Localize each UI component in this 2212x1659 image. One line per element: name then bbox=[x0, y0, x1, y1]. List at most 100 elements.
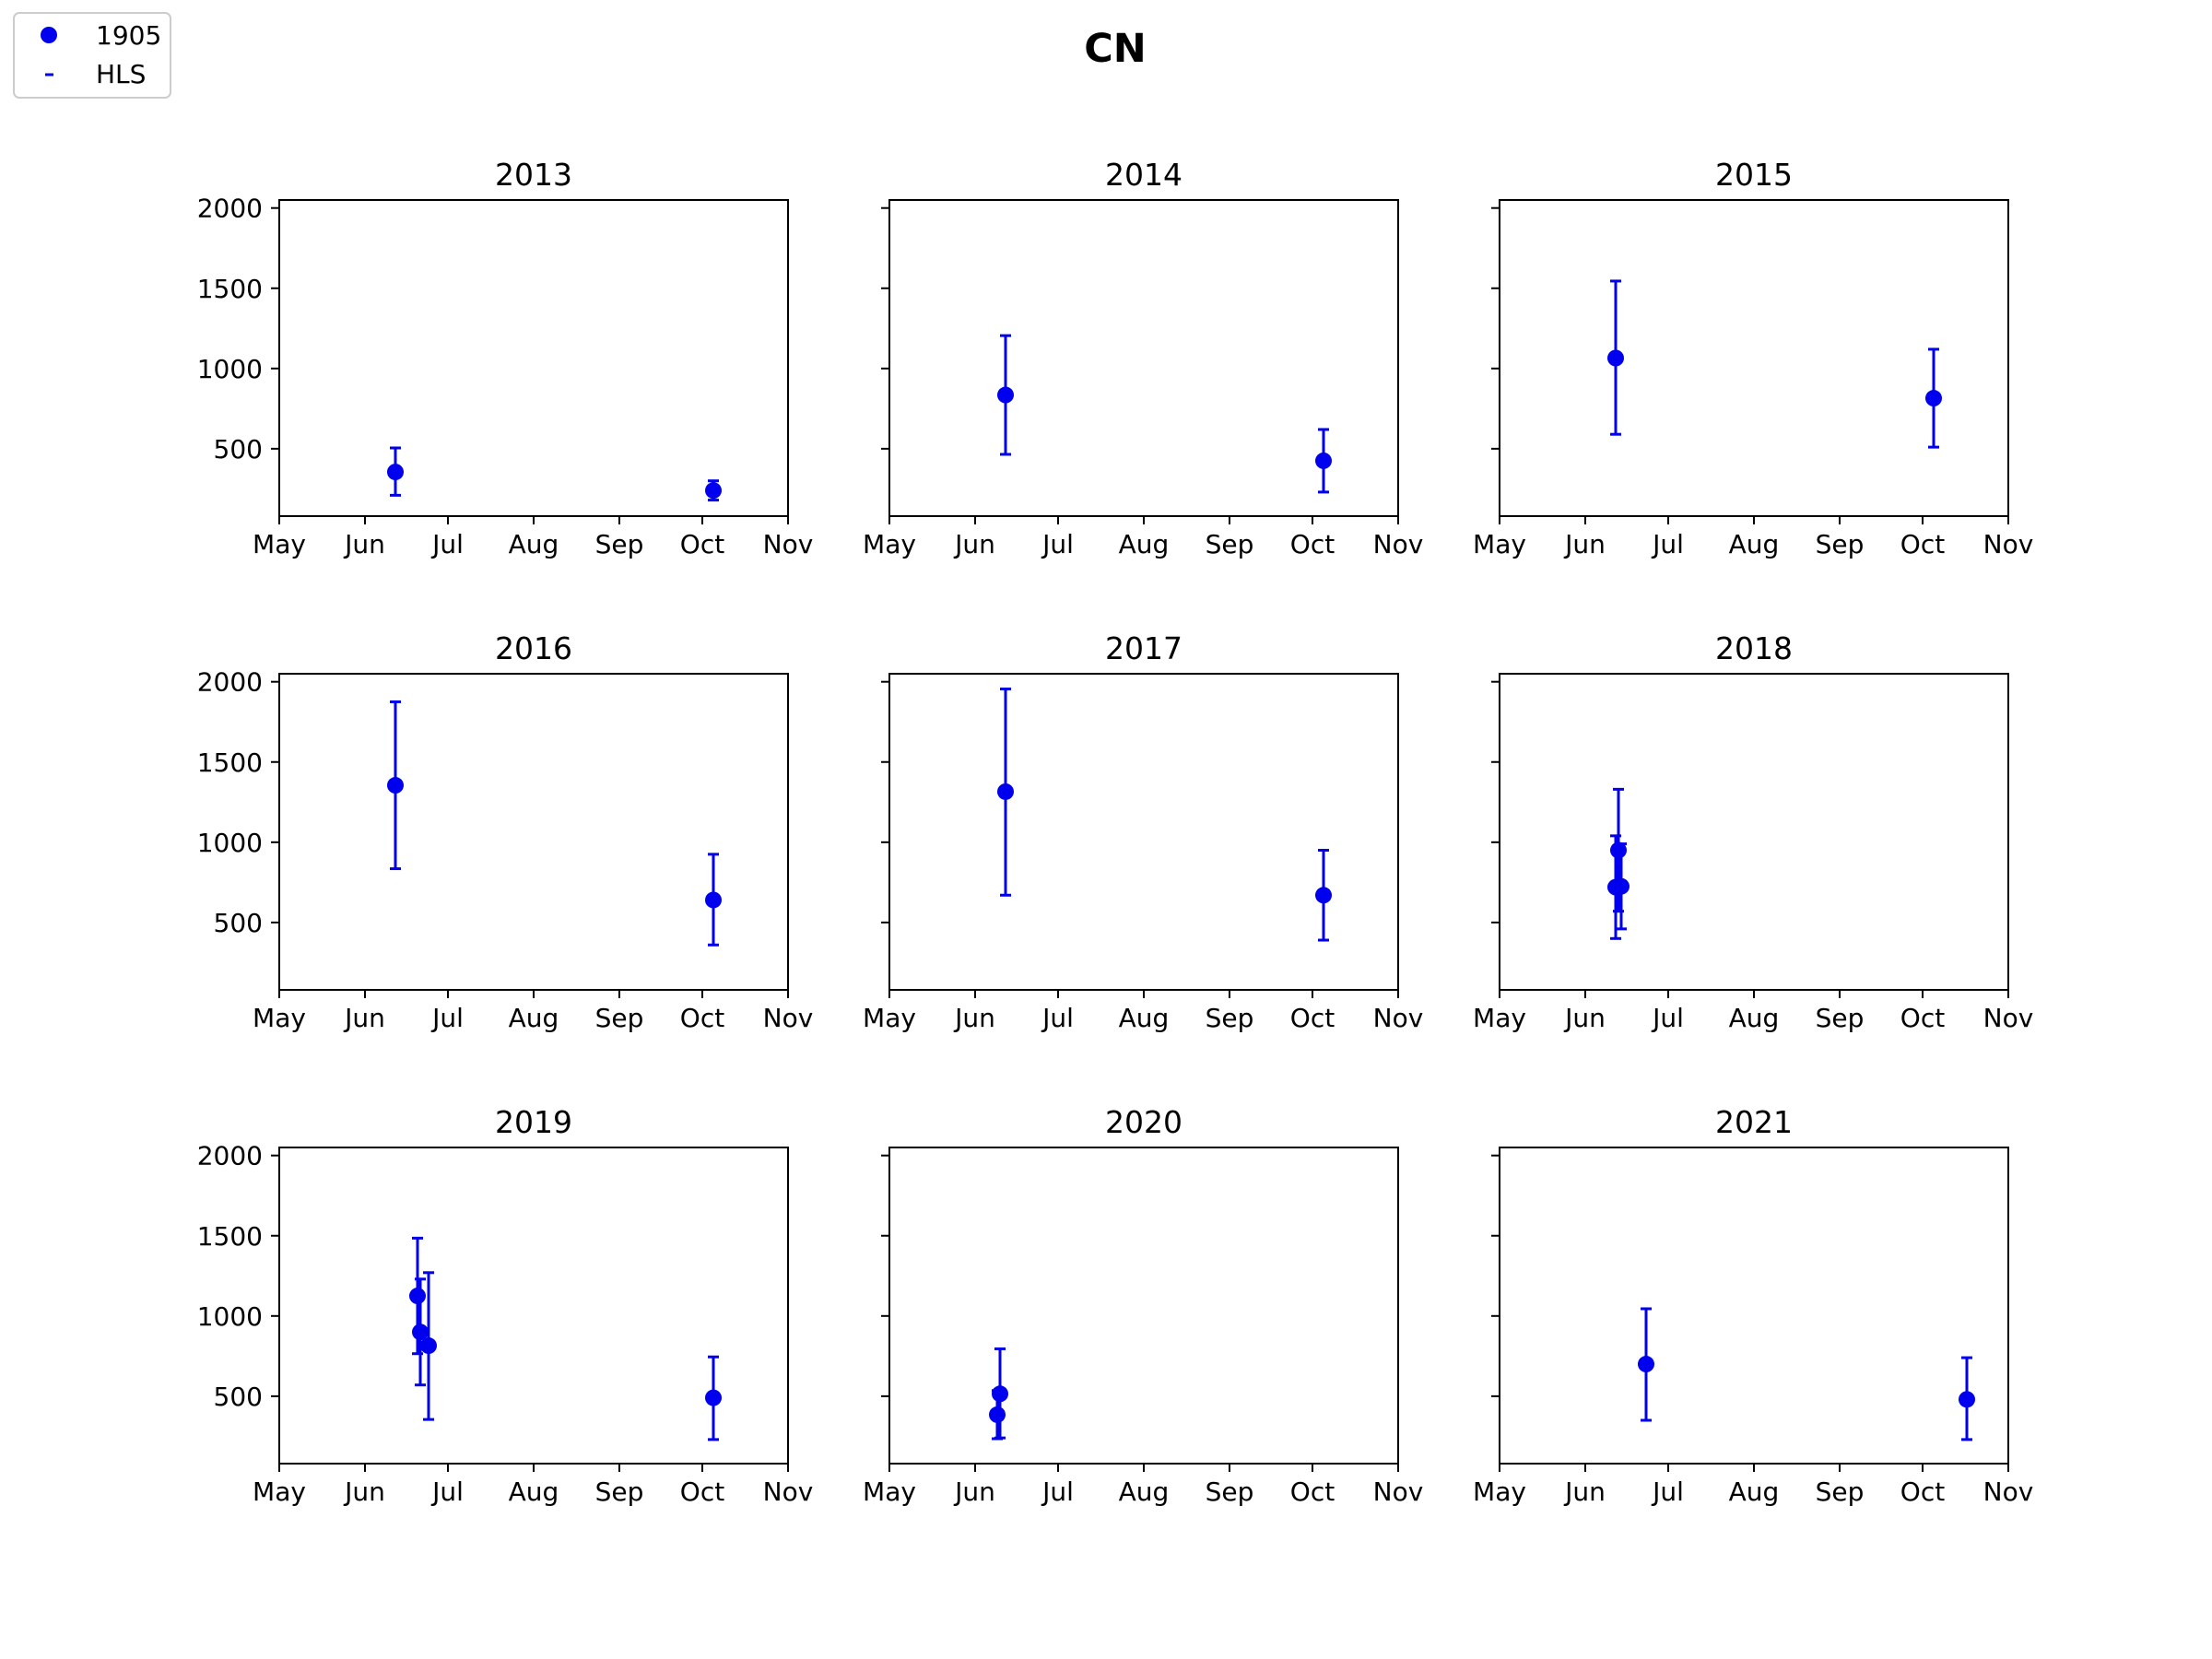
x-tick-label: Jul bbox=[1041, 529, 1074, 559]
subplot-title: 2015 bbox=[1715, 157, 1793, 193]
subplot-grid: 2013 May Jun Jul Aug Sep Oct Nov 500 1000 1500 2000… bbox=[197, 157, 2034, 1507]
y-tick-label: 500 bbox=[214, 908, 263, 938]
subplot-title: 2018 bbox=[1715, 630, 1793, 666]
point-marker bbox=[1925, 390, 1942, 407]
y-tick-label: 1500 bbox=[197, 274, 263, 304]
x-tick-label: Nov bbox=[763, 1477, 814, 1507]
x-tick-label: Jul bbox=[1651, 1003, 1684, 1033]
data-point bbox=[1638, 1307, 1654, 1422]
y-tick-label: 2000 bbox=[197, 194, 263, 224]
x-tick-label: Nov bbox=[763, 1003, 814, 1033]
legend-circle-marker bbox=[41, 27, 57, 43]
data-point bbox=[1925, 347, 1942, 449]
subplot-2019: 2019 May Jun Jul Aug Sep Oct Nov 500 1000 1500 2000 bbox=[197, 1104, 814, 1507]
x-tick-label: Oct bbox=[680, 1003, 724, 1033]
x-tick-label: May bbox=[1473, 1003, 1526, 1033]
x-tick-label: Jul bbox=[1651, 1477, 1684, 1507]
x-tick-label: Aug bbox=[1729, 1477, 1780, 1507]
x-tick-label: May bbox=[863, 1003, 916, 1033]
x-tick-label: Oct bbox=[680, 1477, 724, 1507]
data-point bbox=[1315, 428, 1332, 494]
x-tick-label: Aug bbox=[1119, 529, 1170, 559]
point-marker bbox=[409, 1288, 426, 1305]
data-point bbox=[1315, 849, 1332, 942]
subplot-2017: 2017 May Jun Jul Aug Sep Oct Nov bbox=[863, 630, 1423, 1033]
data-point bbox=[1613, 842, 1630, 931]
legend-entry-hls: HLS bbox=[45, 59, 146, 89]
x-tick-label: Nov bbox=[1983, 529, 2034, 559]
subplot-title: 2021 bbox=[1715, 1104, 1793, 1140]
y-tick-label: 2000 bbox=[197, 1141, 263, 1171]
x-tick-label: May bbox=[863, 1477, 916, 1507]
x-tick-label: Oct bbox=[1290, 1477, 1335, 1507]
y-tick-label: 2000 bbox=[197, 667, 263, 698]
data-point bbox=[997, 688, 1014, 897]
subplot-title: 2019 bbox=[495, 1104, 572, 1140]
x-tick-label: Jun bbox=[953, 1477, 995, 1507]
x-tick-label: May bbox=[253, 529, 306, 559]
legend: 1905 HLS bbox=[13, 12, 171, 99]
legend-entry-1905: 1905 bbox=[41, 20, 161, 51]
data-point bbox=[412, 1277, 429, 1387]
point-marker bbox=[997, 782, 1014, 800]
data-point bbox=[1959, 1356, 1975, 1441]
data-point bbox=[1607, 279, 1624, 436]
y-tick-label: 1500 bbox=[197, 747, 263, 778]
data-point bbox=[997, 334, 1014, 456]
legend-label-1905: 1905 bbox=[96, 20, 161, 51]
data-point bbox=[705, 479, 722, 502]
x-tick-label: Aug bbox=[509, 529, 559, 559]
x-tick-label: Jun bbox=[343, 1477, 385, 1507]
x-tick-label: Jul bbox=[1651, 529, 1684, 559]
data-point bbox=[420, 1271, 437, 1421]
x-tick-label: Aug bbox=[509, 1003, 559, 1033]
subplot-title: 2014 bbox=[1105, 157, 1182, 193]
point-marker bbox=[387, 464, 404, 481]
x-tick-label: Jul bbox=[1041, 1003, 1074, 1033]
x-tick-label: May bbox=[253, 1003, 306, 1033]
point-marker bbox=[989, 1406, 1006, 1423]
data-point bbox=[387, 446, 404, 497]
subplot-2021: 2021 May Jun Jul Aug Sep Oct Nov bbox=[1473, 1104, 2033, 1507]
x-tick-label: Nov bbox=[1983, 1477, 2034, 1507]
y-tick-label: 1000 bbox=[197, 1301, 263, 1332]
point-marker bbox=[705, 891, 722, 909]
x-tick-label: Sep bbox=[1816, 1477, 1865, 1507]
x-tick-label: Jul bbox=[430, 529, 464, 559]
point-marker bbox=[705, 1389, 722, 1406]
data-point bbox=[705, 1355, 722, 1441]
x-tick-label: Sep bbox=[1816, 529, 1865, 559]
x-tick-label: Oct bbox=[680, 529, 724, 559]
legend-label-hls: HLS bbox=[96, 59, 146, 89]
x-tick-label: Jun bbox=[1563, 1003, 1606, 1033]
x-tick-label: Jun bbox=[953, 529, 995, 559]
subplot-2020: 2020 May Jun Jul Aug Sep Oct Nov bbox=[863, 1104, 1423, 1507]
point-marker bbox=[1315, 887, 1332, 904]
point-marker bbox=[387, 777, 404, 794]
data-point bbox=[705, 853, 722, 947]
point-marker bbox=[992, 1385, 1008, 1403]
x-tick-label: Sep bbox=[595, 1003, 644, 1033]
x-tick-label: Jun bbox=[953, 1003, 995, 1033]
subplot-title: 2013 bbox=[495, 157, 572, 193]
x-tick-label: Jul bbox=[430, 1003, 464, 1033]
subplot-title: 2017 bbox=[1105, 630, 1182, 666]
y-tick-label: 500 bbox=[214, 434, 263, 465]
x-tick-label: Nov bbox=[1373, 529, 1424, 559]
subplot-title: 2016 bbox=[495, 630, 572, 666]
point-marker bbox=[705, 482, 722, 500]
x-tick-label: Aug bbox=[1119, 1477, 1170, 1507]
x-tick-label: Jun bbox=[1563, 1477, 1606, 1507]
subplot-title: 2020 bbox=[1105, 1104, 1182, 1140]
point-marker bbox=[1613, 877, 1630, 895]
x-tick-label: Aug bbox=[1729, 1003, 1780, 1033]
point-marker bbox=[1638, 1356, 1654, 1373]
x-tick-label: Oct bbox=[1900, 529, 1945, 559]
x-tick-label: Oct bbox=[1290, 1003, 1335, 1033]
x-tick-label: Jun bbox=[1563, 529, 1606, 559]
y-tick-label: 1000 bbox=[197, 354, 263, 384]
x-tick-label: Sep bbox=[1206, 1003, 1254, 1033]
x-tick-label: Sep bbox=[1206, 529, 1254, 559]
point-marker bbox=[997, 386, 1014, 404]
